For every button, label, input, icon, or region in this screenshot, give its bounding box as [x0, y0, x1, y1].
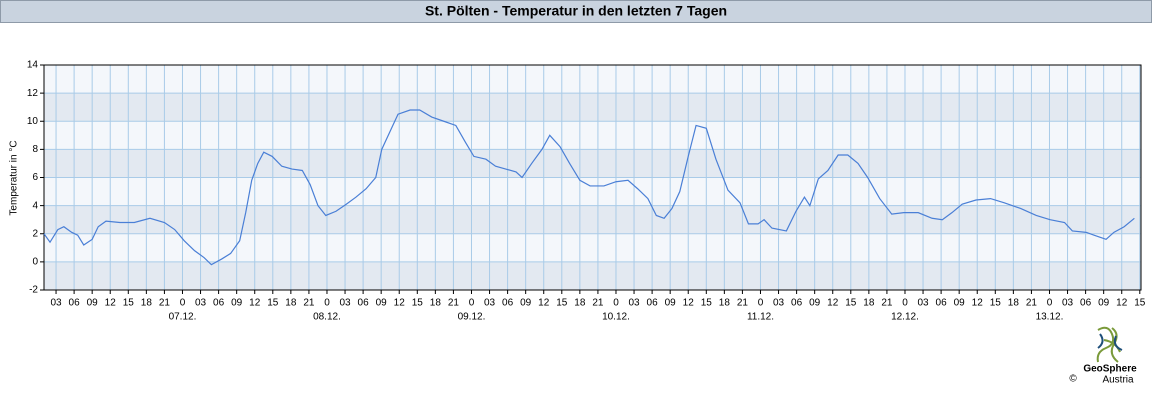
x-tick-label: 09: [1098, 298, 1110, 309]
x-tick-label: 09: [954, 298, 966, 309]
x-tick-label: 06: [69, 298, 81, 309]
logo: GeoSphere Austria ©: [1069, 326, 1137, 386]
grid-band: [44, 65, 1141, 94]
grid-band: [44, 177, 1141, 206]
y-tick-label: 2: [32, 228, 38, 239]
x-tick-label: 06: [502, 298, 514, 309]
x-tick-label: 0: [613, 298, 619, 309]
x-tick-label: 03: [195, 298, 207, 309]
x-tick-label: 15: [1134, 298, 1146, 309]
day-label: 09.12.: [458, 312, 486, 323]
x-tick-label: 21: [592, 298, 604, 309]
x-tick-label: 21: [1026, 298, 1038, 309]
x-tick-label: 15: [556, 298, 568, 309]
grid-band: [44, 233, 1141, 262]
x-tick-label: 06: [358, 298, 370, 309]
x-tick-label: 09: [520, 298, 532, 309]
x-tick-label: 03: [484, 298, 496, 309]
y-tick-label: 0: [32, 257, 38, 268]
y-tick-label: 14: [27, 60, 39, 71]
x-tick-label: 09: [87, 298, 99, 309]
logo-mark: [1097, 333, 1123, 351]
day-label: 11.12.: [747, 312, 774, 323]
x-tick-label: 15: [267, 298, 279, 309]
logo-mark: [1096, 326, 1121, 363]
y-tick-label: 10: [27, 116, 39, 127]
grid-band: [44, 261, 1141, 290]
x-tick-label: 06: [647, 298, 659, 309]
day-label: 10.12.: [602, 312, 630, 323]
x-tick-label: 12: [538, 298, 550, 309]
x-tick-label: 0: [469, 298, 475, 309]
x-tick-label: 03: [628, 298, 640, 309]
x-tick-label: 06: [213, 298, 225, 309]
y-tick-label: 4: [32, 200, 38, 211]
x-tick-label: 06: [1080, 298, 1092, 309]
x-tick-label: 0: [902, 298, 908, 309]
x-tick-label: 18: [430, 298, 442, 309]
x-tick-label: 0: [1047, 298, 1053, 309]
day-label: 13.12.: [1036, 312, 1064, 323]
x-tick-label: 03: [917, 298, 929, 309]
x-tick-label: 21: [159, 298, 171, 309]
x-tick-label: 12: [105, 298, 117, 309]
grid-band: [44, 149, 1141, 178]
grid-band: [44, 205, 1141, 234]
x-tick-label: 0: [180, 298, 186, 309]
x-tick-label: 18: [574, 298, 586, 309]
x-tick-label: 03: [1062, 298, 1074, 309]
x-tick-label: 06: [936, 298, 948, 309]
x-tick-label: 15: [701, 298, 713, 309]
logo-name: GeoSphere: [1083, 364, 1137, 375]
y-tick-label: -2: [29, 285, 38, 296]
plot-frame: [43, 64, 1142, 291]
grid-band: [44, 121, 1141, 150]
x-tick-label: 12: [1116, 298, 1128, 309]
y-axis-label: Temperatur in °C: [9, 140, 20, 215]
day-label: 07.12.: [169, 312, 197, 323]
x-tick-label: 15: [412, 298, 424, 309]
logo-sub: Austria: [1102, 375, 1134, 386]
x-tick-label: 12: [972, 298, 984, 309]
y-tick-label: 12: [27, 88, 39, 99]
x-tick-label: 09: [809, 298, 821, 309]
x-tick-label: 15: [123, 298, 135, 309]
x-tick-label: 12: [249, 298, 261, 309]
x-tick-label: 03: [773, 298, 785, 309]
x-tick-label: 12: [394, 298, 406, 309]
grid-band: [44, 93, 1141, 122]
x-tick-label: 21: [881, 298, 893, 309]
day-label: 12.12.: [891, 312, 919, 323]
x-tick-label: 15: [990, 298, 1002, 309]
x-tick-label: 06: [791, 298, 803, 309]
x-tick-label: 03: [50, 298, 62, 309]
x-tick-label: 0: [324, 298, 330, 309]
temperature-line: [43, 109, 1135, 266]
x-tick-label: 21: [737, 298, 749, 309]
x-tick-label: 12: [683, 298, 695, 309]
x-tick-label: 21: [303, 298, 315, 309]
day-label: 08.12.: [313, 312, 341, 323]
x-tick-label: 21: [448, 298, 460, 309]
y-tick-label: 8: [32, 144, 38, 155]
x-tick-label: 18: [863, 298, 875, 309]
x-tick-label: 18: [141, 298, 153, 309]
x-tick-label: 09: [665, 298, 677, 309]
y-tick-label: 6: [32, 172, 38, 183]
chart-title: St. Pölten - Temperatur in den letzten 7…: [425, 3, 727, 19]
x-tick-label: 18: [285, 298, 297, 309]
x-tick-label: 03: [339, 298, 351, 309]
x-tick-label: 18: [1008, 298, 1020, 309]
x-tick-label: 12: [827, 298, 839, 309]
x-tick-label: 09: [376, 298, 388, 309]
x-tick-label: 09: [231, 298, 243, 309]
x-tick-label: 15: [845, 298, 857, 309]
copyright: ©: [1069, 374, 1077, 385]
x-tick-label: 0: [758, 298, 764, 309]
x-tick-label: 18: [719, 298, 731, 309]
